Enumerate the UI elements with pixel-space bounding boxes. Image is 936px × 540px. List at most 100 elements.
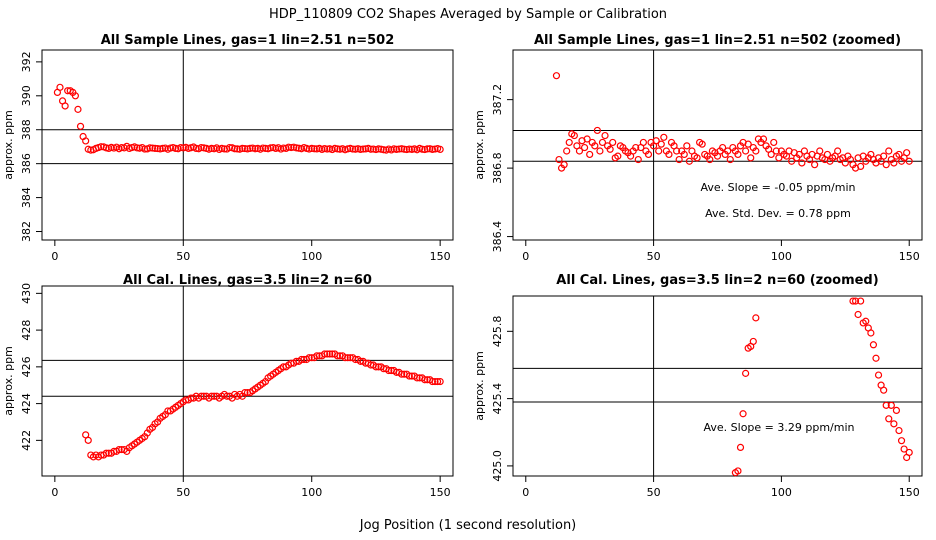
- point: [601, 131, 609, 140]
- point: [251, 145, 259, 153]
- point: [565, 138, 573, 147]
- point: [349, 145, 357, 153]
- point: [724, 147, 732, 155]
- point: [333, 352, 342, 360]
- y-axis-label: approx. ppm: [2, 110, 15, 180]
- point: [115, 445, 123, 454]
- point: [395, 145, 403, 153]
- point: [233, 145, 241, 153]
- point: [775, 154, 783, 162]
- point: [197, 392, 205, 400]
- point: [880, 386, 888, 394]
- panel-title: All Cal. Lines, gas=3.5 lin=2 n=60: [123, 273, 372, 288]
- point: [398, 370, 406, 378]
- point: [563, 147, 571, 155]
- point: [869, 341, 878, 349]
- point: [598, 138, 607, 147]
- plot-frame: [41, 49, 454, 241]
- point: [655, 147, 663, 155]
- point: [575, 147, 584, 155]
- point: [849, 297, 857, 305]
- point: [323, 145, 331, 153]
- point: [905, 157, 913, 165]
- x-tick-label: 0: [51, 486, 58, 499]
- point: [241, 144, 249, 153]
- point: [652, 137, 660, 145]
- point: [418, 145, 426, 153]
- point: [261, 144, 270, 152]
- x-tick-label: 50: [647, 250, 661, 263]
- y-axis-label: approx. ppm: [473, 351, 486, 421]
- point: [297, 355, 306, 364]
- annotation: Ave. Slope = 3.29 ppm/min: [704, 421, 855, 434]
- y-tick-label: 382: [20, 221, 33, 242]
- y-tick-label: 386: [20, 153, 33, 174]
- point: [385, 366, 393, 375]
- point: [749, 337, 757, 346]
- y-axis-label: approx. ppm: [2, 346, 15, 416]
- point: [632, 143, 640, 152]
- y-tick-label: 425.8: [491, 316, 504, 348]
- point: [903, 149, 911, 157]
- point: [734, 467, 742, 475]
- x-tick-label: 150: [430, 250, 451, 263]
- point: [767, 150, 775, 159]
- point: [380, 146, 388, 154]
- point: [706, 155, 714, 164]
- point: [890, 420, 898, 428]
- point: [882, 401, 890, 409]
- point: [287, 143, 295, 152]
- y-axis-label: approx. ppm: [473, 110, 486, 180]
- point: [428, 145, 437, 154]
- x-tick-label: 150: [899, 250, 920, 263]
- y-tick-label: 384: [20, 187, 33, 208]
- y-tick-label: 387.2: [491, 84, 504, 116]
- point: [841, 159, 849, 167]
- x-tick-label: 50: [176, 250, 190, 263]
- point: [851, 297, 860, 305]
- point: [834, 147, 842, 155]
- point: [586, 150, 594, 159]
- point: [82, 137, 90, 145]
- point: [570, 131, 578, 140]
- plot-frame: [512, 295, 923, 477]
- x-tick-label: 0: [522, 250, 529, 263]
- point: [795, 150, 803, 159]
- point: [857, 162, 865, 170]
- point: [259, 144, 267, 152]
- annotation: Ave. Std. Dev. = 0.78 ppm: [705, 207, 851, 220]
- point: [74, 105, 82, 113]
- x-tick-label: 0: [522, 486, 529, 499]
- point: [313, 352, 321, 360]
- point: [739, 410, 747, 418]
- point: [246, 144, 254, 152]
- point: [747, 154, 755, 162]
- point: [102, 449, 110, 457]
- point: [895, 426, 903, 435]
- point: [71, 92, 79, 100]
- point: [854, 310, 862, 319]
- point: [742, 369, 750, 377]
- point: [862, 317, 870, 325]
- point: [367, 145, 375, 153]
- point: [177, 143, 185, 152]
- point: [159, 144, 167, 152]
- y-tick-label: 422: [20, 430, 33, 451]
- point: [323, 350, 331, 358]
- point: [752, 147, 760, 155]
- point: [882, 161, 890, 169]
- point: [897, 437, 906, 445]
- point: [133, 144, 141, 152]
- x-tick-label: 150: [899, 486, 920, 499]
- point: [372, 363, 380, 371]
- point: [560, 161, 568, 169]
- point: [788, 157, 796, 165]
- plot-frame: [512, 49, 923, 241]
- point: [823, 150, 832, 159]
- point: [310, 145, 318, 153]
- point: [892, 406, 901, 414]
- point: [359, 145, 367, 153]
- point: [683, 142, 691, 150]
- point: [308, 144, 316, 152]
